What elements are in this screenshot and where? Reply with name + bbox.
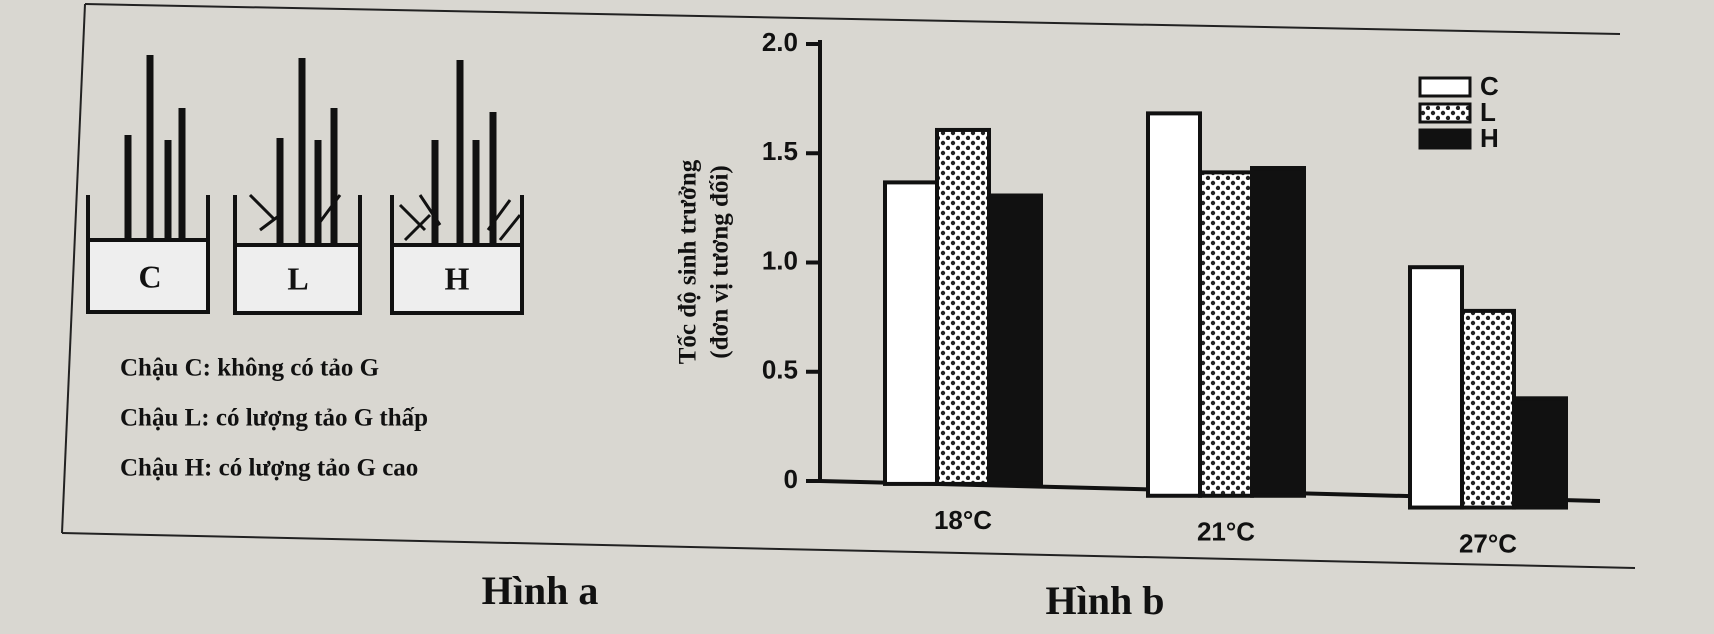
- figure-title: Hình a: [482, 568, 599, 613]
- bar: [883, 180, 939, 486]
- pot-label: L: [287, 260, 308, 296]
- y-axis-label: (đơn vị tương đối): [707, 165, 734, 358]
- legend-label: H: [1480, 123, 1499, 153]
- caption: Chậu L: có lượng tảo G thấp: [120, 405, 428, 432]
- legend-label: C: [1480, 71, 1499, 101]
- caption: Chậu C: không có tảo G: [120, 355, 379, 382]
- pot-label: H: [445, 260, 470, 296]
- bar: [987, 193, 1043, 486]
- bar: [1512, 396, 1568, 510]
- y-tick-label: 0: [784, 464, 798, 494]
- legend-label: L: [1480, 97, 1496, 127]
- bar: [1250, 166, 1306, 498]
- y-tick-label: 0.5: [762, 355, 798, 385]
- x-tick-label: 21°C: [1197, 517, 1255, 547]
- bar: [1460, 308, 1516, 510]
- y-tick-label: 2.0: [762, 27, 798, 57]
- y-tick-label: 1.5: [762, 136, 798, 166]
- pot-l: [233, 58, 362, 315]
- legend-swatch: [1418, 102, 1472, 124]
- legend-swatch: [1418, 128, 1472, 150]
- y-axis-label: Tốc độ sinh trưởng: [675, 159, 702, 364]
- pot-h: [390, 60, 524, 315]
- figure-title: Hình b: [1046, 578, 1165, 623]
- bar: [1146, 111, 1202, 498]
- legend-swatch: [1418, 76, 1472, 98]
- frame-bottom: [61, 532, 1636, 569]
- pot-c: [86, 55, 210, 314]
- pots: [86, 55, 524, 315]
- y-tick-label: 1.0: [762, 245, 798, 275]
- bar: [1198, 170, 1254, 498]
- frame-top: [84, 3, 1621, 35]
- bar: [1408, 265, 1464, 510]
- caption: Chậu H: có lượng tảo G cao: [120, 455, 418, 482]
- bar: [935, 127, 991, 486]
- frame-left: [61, 3, 86, 534]
- pot-label: C: [138, 258, 161, 294]
- x-tick-label: 27°C: [1459, 528, 1517, 558]
- x-tick-label: 18°C: [934, 505, 992, 535]
